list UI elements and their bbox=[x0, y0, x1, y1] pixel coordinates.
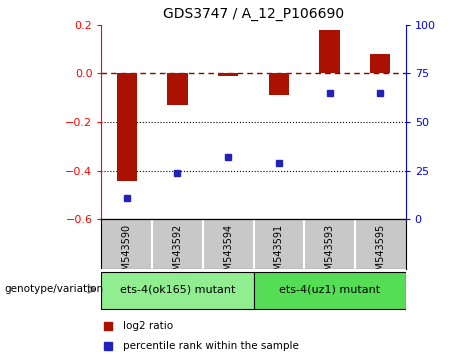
Bar bbox=[218, 73, 238, 76]
Text: ets-4(uz1) mutant: ets-4(uz1) mutant bbox=[279, 284, 380, 295]
Text: genotype/variation: genotype/variation bbox=[5, 284, 104, 295]
Title: GDS3747 / A_12_P106690: GDS3747 / A_12_P106690 bbox=[163, 7, 344, 21]
Text: GSM543593: GSM543593 bbox=[325, 223, 335, 282]
FancyBboxPatch shape bbox=[254, 272, 406, 309]
Text: GSM543591: GSM543591 bbox=[274, 223, 284, 282]
Bar bbox=[269, 73, 289, 95]
Text: log2 ratio: log2 ratio bbox=[123, 321, 173, 331]
FancyBboxPatch shape bbox=[101, 272, 254, 309]
Text: GSM543595: GSM543595 bbox=[375, 223, 385, 283]
Bar bbox=[319, 30, 340, 73]
Bar bbox=[117, 73, 137, 181]
Text: ets-4(ok165) mutant: ets-4(ok165) mutant bbox=[120, 284, 235, 295]
Text: GSM543594: GSM543594 bbox=[223, 223, 233, 282]
Bar bbox=[167, 73, 188, 105]
Bar bbox=[370, 54, 390, 73]
Text: GSM543592: GSM543592 bbox=[172, 223, 183, 283]
Text: GSM543590: GSM543590 bbox=[122, 223, 132, 282]
Text: percentile rank within the sample: percentile rank within the sample bbox=[123, 341, 299, 350]
